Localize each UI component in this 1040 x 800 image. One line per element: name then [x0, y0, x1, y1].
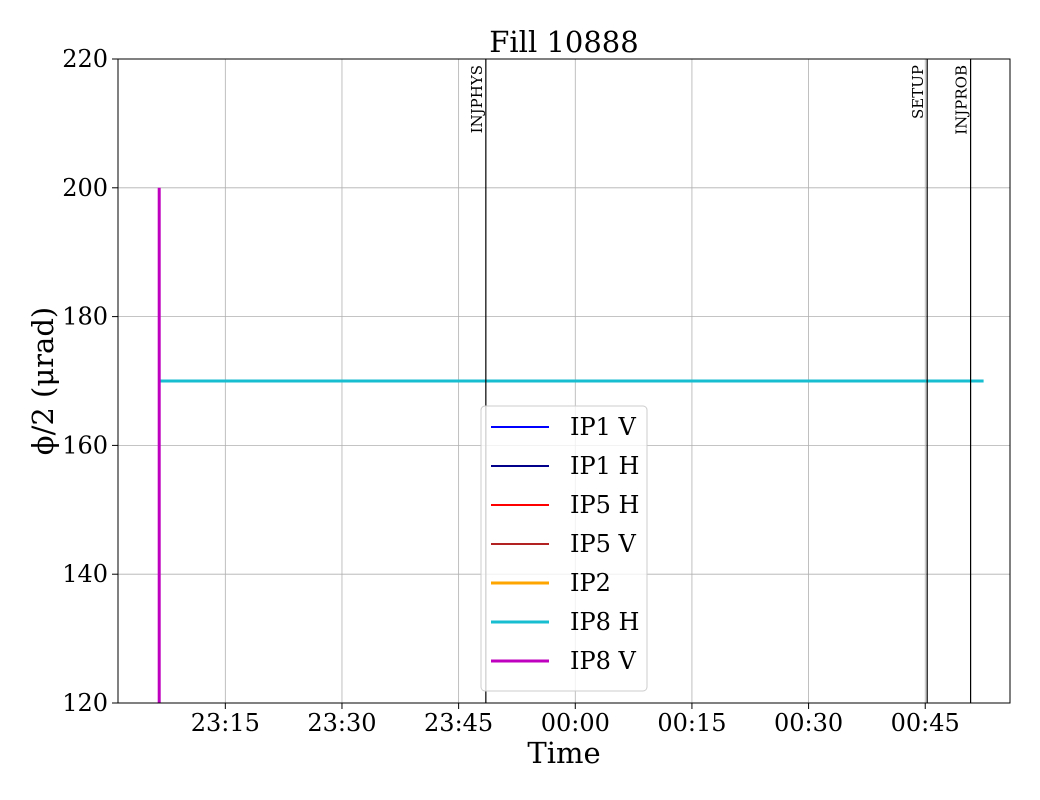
y-tick-label: 180 — [62, 303, 108, 331]
x-tick-label: 23:15 — [191, 709, 260, 737]
y-tick-label: 140 — [62, 560, 108, 588]
legend-label: IP2 — [570, 569, 611, 597]
legend-box — [480, 405, 648, 692]
x-tick-label: 00:30 — [774, 709, 843, 737]
legend-label: IP5 V — [570, 530, 637, 558]
y-tick-label: 200 — [62, 174, 108, 202]
y-tick-label: 220 — [62, 45, 108, 73]
x-tick-label: 00:00 — [541, 709, 610, 737]
axis-ticks: 120 140 160 180 200 220 23:15 23:30 23:45 00:00 00… — [62, 45, 960, 737]
x-tick-label: 23:30 — [307, 709, 376, 737]
legend-label: IP8 V — [570, 647, 637, 675]
legend-label: IP1 H — [570, 452, 639, 480]
legend-label: IP5 H — [570, 491, 639, 519]
x-axis-title: Time — [527, 736, 600, 770]
x-tick-label: 00:15 — [657, 709, 726, 737]
legend-label: IP8 H — [570, 608, 639, 636]
chart-title: Fill 10888 — [489, 25, 638, 59]
event-label: INJPROB — [953, 65, 971, 135]
x-tick-label: 23:45 — [424, 709, 493, 737]
event-markers: INJPHYS SETUP INJPROB — [468, 59, 972, 703]
y-axis-title: ϕ/2 (μrad) — [26, 307, 60, 455]
series-layer — [157, 187, 984, 703]
x-tick-label: 00:45 — [891, 709, 960, 737]
event-label: SETUP — [909, 65, 927, 119]
plot-frame — [117, 58, 1011, 704]
legend-label: IP1 V — [570, 413, 637, 441]
event-label: INJPHYS — [468, 65, 486, 133]
y-tick-label: 120 — [62, 689, 108, 717]
y-tick-label: 160 — [62, 431, 108, 459]
legend: IP1 V IP1 H IP5 H IP5 V IP2 IP8 H IP8 V — [480, 405, 648, 692]
